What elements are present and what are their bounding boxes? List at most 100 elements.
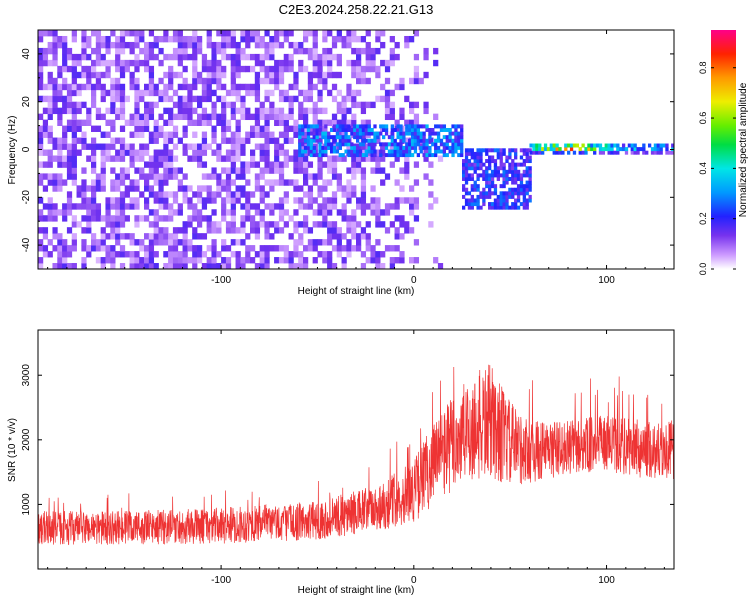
heatmap-cell bbox=[361, 142, 366, 147]
heatmap-cell bbox=[52, 179, 58, 186]
heatmap-cell bbox=[182, 221, 188, 228]
heatmap-cell bbox=[499, 166, 503, 171]
heatmap-cell bbox=[610, 150, 614, 155]
heatmap-cell bbox=[86, 65, 92, 73]
heatmap-cell bbox=[91, 161, 97, 168]
heatmap-cell bbox=[418, 77, 424, 85]
heatmap-cell bbox=[490, 148, 495, 153]
heatmap-cell bbox=[410, 145, 415, 150]
heatmap-cell bbox=[254, 227, 261, 234]
heatmap-cell bbox=[52, 35, 58, 43]
heatmap-cell bbox=[341, 245, 347, 252]
heatmap-cell bbox=[91, 101, 97, 109]
heatmap-cell bbox=[206, 71, 212, 79]
heatmap-cell bbox=[399, 149, 403, 154]
heatmap-cell bbox=[338, 127, 342, 132]
heatmap-cell bbox=[462, 194, 466, 199]
heatmap-cell bbox=[259, 143, 265, 150]
heatmap-cell bbox=[168, 35, 174, 43]
heatmap-cell bbox=[182, 35, 188, 43]
heatmap-cell bbox=[95, 30, 102, 37]
heatmap-cell bbox=[476, 198, 480, 203]
heatmap-cell bbox=[66, 125, 73, 132]
heatmap-cell bbox=[315, 127, 319, 132]
heatmap-cell bbox=[62, 47, 68, 55]
heatmap-cell bbox=[269, 35, 275, 43]
heatmap-cell bbox=[95, 173, 102, 180]
heatmap-cell bbox=[490, 191, 495, 196]
heatmap-cell bbox=[124, 185, 130, 192]
heatmap-cell bbox=[422, 131, 426, 136]
heatmap-cell bbox=[119, 137, 126, 144]
heatmap-cell bbox=[394, 227, 400, 234]
heatmap-cell bbox=[230, 149, 236, 156]
heatmap-cell bbox=[434, 149, 438, 154]
heatmap-cell bbox=[235, 119, 241, 126]
heatmap-cell bbox=[129, 155, 135, 162]
heatmap-cell bbox=[360, 167, 367, 174]
heatmap-cell bbox=[134, 131, 140, 138]
heatmap-cell bbox=[358, 127, 363, 132]
heatmap-cell bbox=[384, 131, 389, 136]
heatmap-cell bbox=[336, 155, 342, 162]
heatmap-cell bbox=[206, 83, 212, 91]
heatmap-cell bbox=[52, 215, 58, 222]
heatmap-cell bbox=[76, 221, 82, 228]
heatmap-cell bbox=[201, 197, 208, 204]
heatmap-cell bbox=[479, 191, 483, 196]
heatmap-cell bbox=[192, 65, 198, 73]
heatmap-cell bbox=[163, 227, 169, 234]
heatmap-cell bbox=[91, 245, 97, 252]
heatmap-cell bbox=[375, 251, 381, 258]
heatmap-cell bbox=[119, 191, 126, 198]
heatmap-cell bbox=[129, 143, 135, 150]
heatmap-cell bbox=[66, 203, 73, 210]
heatmap-cell bbox=[508, 187, 512, 192]
heatmap-cell bbox=[408, 149, 412, 154]
heatmap-cell bbox=[329, 135, 334, 140]
heatmap-cell bbox=[269, 209, 275, 216]
heatmap-cell bbox=[115, 113, 121, 121]
heatmap-cell bbox=[473, 166, 477, 171]
heatmap-cell bbox=[581, 143, 585, 148]
heatmap-cell bbox=[129, 233, 135, 240]
heatmap-cell bbox=[332, 145, 337, 150]
heatmap-cell bbox=[499, 155, 503, 160]
heatmap-cell bbox=[283, 119, 289, 126]
heatmap-cell bbox=[409, 257, 415, 264]
heatmap-cell bbox=[221, 197, 227, 204]
heatmap-cell bbox=[225, 89, 232, 97]
heatmap-cell bbox=[384, 95, 391, 103]
heatmap-cell bbox=[105, 143, 111, 150]
heatmap-cell bbox=[467, 176, 472, 181]
heatmap-cell bbox=[464, 187, 469, 192]
heatmap-cell bbox=[317, 191, 323, 198]
heatmap-cell bbox=[318, 153, 322, 158]
heatmap-cell bbox=[616, 143, 620, 148]
heatmap-cell bbox=[375, 30, 381, 37]
heatmap-cell bbox=[148, 113, 155, 121]
heatmap-cell bbox=[91, 59, 97, 67]
heatmap-cell bbox=[341, 95, 347, 103]
heatmap-cell bbox=[91, 149, 97, 156]
heatmap-cell bbox=[274, 143, 280, 150]
heatmap-cell bbox=[317, 155, 323, 162]
heatmap-cell bbox=[177, 59, 183, 67]
heatmap-cell bbox=[81, 257, 87, 264]
heatmap-cell bbox=[110, 101, 116, 109]
heatmap-cell bbox=[129, 263, 135, 269]
heatmap-cell bbox=[321, 135, 325, 140]
heatmap-cell bbox=[119, 197, 126, 204]
heatmap-cell bbox=[269, 89, 275, 97]
heatmap-cell bbox=[115, 215, 121, 222]
heatmap-cell bbox=[370, 197, 376, 204]
heatmap-cell bbox=[665, 150, 669, 155]
heatmap-cell bbox=[485, 180, 489, 185]
heatmap-cell bbox=[177, 95, 183, 103]
heatmap-cell bbox=[182, 101, 188, 109]
heatmap-cell bbox=[307, 239, 314, 246]
heatmap-cell bbox=[375, 95, 381, 103]
heatmap-cell bbox=[309, 145, 314, 150]
heatmap-cell bbox=[367, 145, 371, 150]
heatmap-cell bbox=[52, 233, 58, 240]
